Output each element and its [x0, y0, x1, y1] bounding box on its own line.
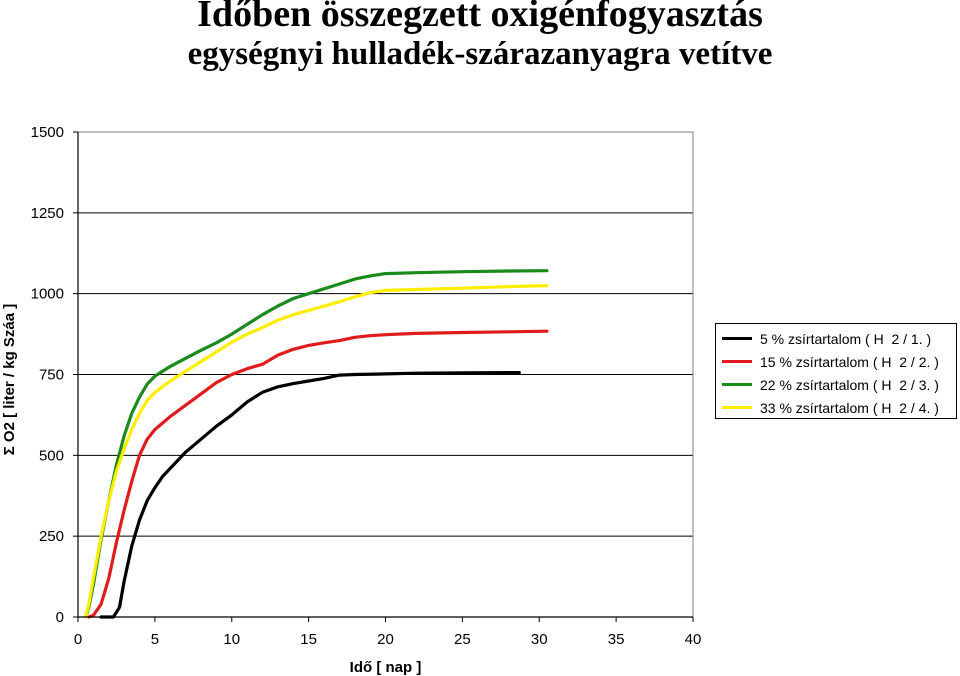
x-axis-label: Idő [ nap ]: [350, 659, 422, 676]
series-line-3: [84, 269, 549, 619]
legend-item: 33 % zsírtartalom ( H 2 / 4. ): [722, 396, 956, 419]
legend-swatch: [722, 383, 752, 386]
chart-title: Időben összegzett oxigénfogyasztás: [197, 0, 763, 35]
x-tick-label: 40: [685, 631, 702, 648]
y-tick-label: 250: [39, 528, 64, 545]
x-tick-label: 35: [608, 631, 625, 648]
chart-legend: 5 % zsírtartalom ( H 2 / 1. ) 15 % zsírta…: [715, 323, 957, 419]
legend-swatch: [722, 406, 752, 409]
y-tick-label: 1000: [31, 286, 64, 303]
x-tick-label: 10: [223, 631, 240, 648]
legend-item: 5 % zsírtartalom ( H 2 / 1. ): [722, 327, 956, 350]
legend-label: 33 % zsírtartalom ( H 2 / 4. ): [760, 399, 939, 416]
chart-subtitle: egységnyi hulladék-szárazanyagra vetítve: [187, 36, 773, 72]
series-line-4: [84, 284, 549, 619]
x-tick-label: 20: [377, 631, 394, 648]
legend-label: 22 % zsírtartalom ( H 2 / 3. ): [760, 376, 939, 393]
legend-swatch: [722, 360, 752, 363]
series-line-2: [87, 329, 549, 619]
series-line-1: [99, 371, 521, 619]
x-tick-label: 30: [531, 631, 548, 648]
y-tick-label: 0: [56, 609, 64, 626]
legend-item: 22 % zsírtartalom ( H 2 / 3. ): [722, 373, 956, 396]
y-tick-label: 500: [39, 447, 64, 464]
x-tick-label: 5: [151, 631, 159, 648]
legend-item: 15 % zsírtartalom ( H 2 / 2. ): [722, 350, 956, 373]
legend-label: 15 % zsírtartalom ( H 2 / 2. ): [760, 353, 939, 370]
x-tick-label: 25: [454, 631, 471, 648]
legend-swatch: [722, 337, 752, 340]
x-tick-label: 0: [74, 631, 82, 648]
y-tick-label: 1250: [31, 205, 64, 222]
axes: 0 250 500 750 1000 1250 1500 0 5 10 15 20 25 30 35 40: [31, 124, 702, 648]
legend-label: 5 % zsírtartalom ( H 2 / 1. ): [760, 330, 932, 347]
x-tick-label: 15: [300, 631, 317, 648]
y-tick-label: 1500: [31, 124, 64, 141]
y-tick-label: 750: [39, 367, 64, 384]
y-axis-label: Σ O2 [ liter / kg Száa ]: [1, 304, 18, 456]
series-lines: [84, 269, 549, 619]
